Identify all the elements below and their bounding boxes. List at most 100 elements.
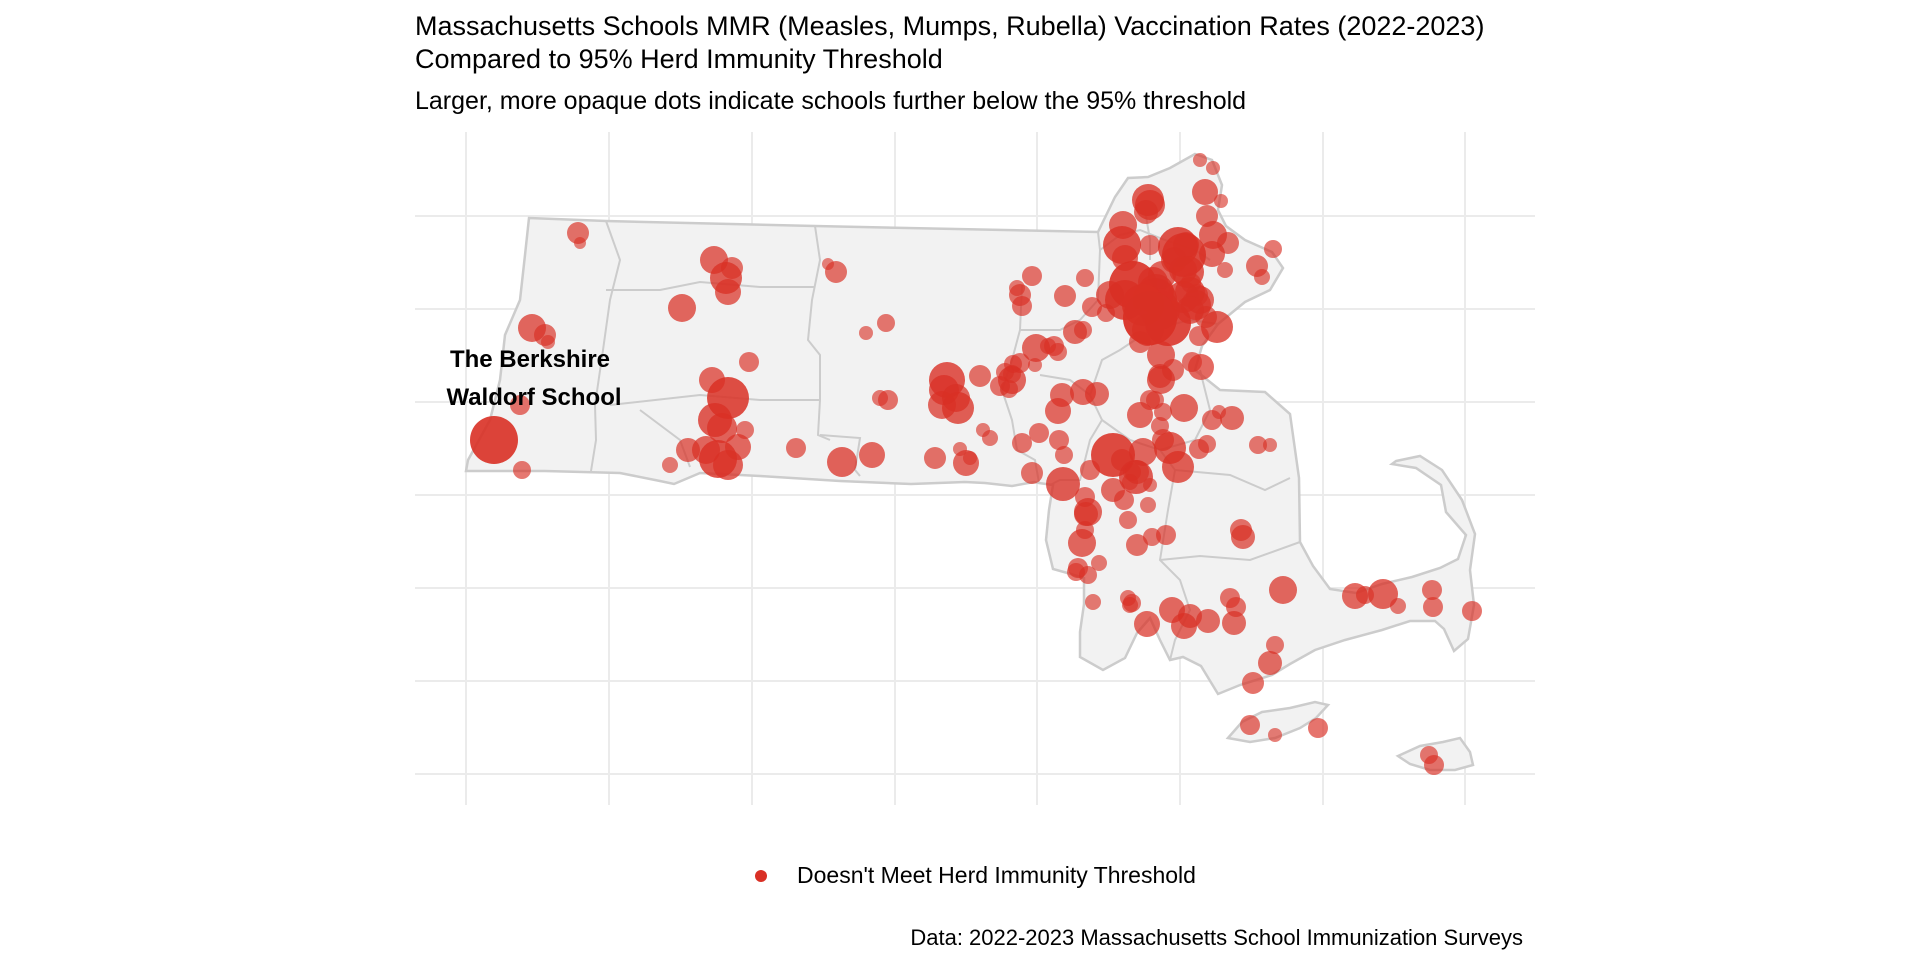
school-point	[1012, 296, 1032, 316]
school-point	[1009, 280, 1025, 296]
school-point	[877, 314, 895, 332]
school-point	[1249, 436, 1267, 454]
school-point	[1214, 194, 1228, 208]
school-point	[1140, 497, 1156, 513]
school-point	[963, 451, 977, 465]
school-point	[1264, 240, 1282, 258]
school-point	[1070, 379, 1096, 405]
school-point	[541, 335, 555, 349]
school-point	[786, 438, 806, 458]
school-point	[1217, 232, 1239, 254]
school-point	[1122, 597, 1138, 613]
school-point	[736, 421, 754, 439]
school-point	[1074, 502, 1098, 526]
school-point	[725, 434, 751, 460]
school-point	[1127, 402, 1153, 428]
caption: Data: 2022-2023 Massachusetts School Imm…	[910, 925, 1523, 950]
school-point	[1152, 429, 1174, 451]
school-point	[1029, 423, 1049, 443]
school-point	[1126, 534, 1148, 556]
school-point	[1000, 380, 1018, 398]
school-point	[1046, 467, 1080, 501]
school-point	[1012, 433, 1032, 453]
school-points	[470, 153, 1482, 775]
school-point	[1119, 511, 1137, 529]
school-point	[942, 392, 974, 424]
school-point	[1220, 406, 1244, 430]
school-point	[513, 461, 531, 479]
school-point	[1222, 611, 1246, 635]
school-point	[1147, 341, 1175, 369]
school-point	[1266, 636, 1284, 654]
school-point	[1178, 604, 1202, 628]
highlight-label-line-2: Waldorf School	[446, 384, 621, 411]
school-point	[825, 261, 847, 283]
school-point	[1424, 755, 1444, 775]
school-point	[1162, 451, 1194, 483]
legend-key-dot	[755, 869, 767, 882]
school-point	[1082, 297, 1102, 317]
school-point	[470, 416, 518, 464]
school-point	[1003, 365, 1021, 383]
school-point	[1188, 354, 1214, 380]
school-point	[859, 326, 873, 340]
school-point	[1129, 438, 1157, 466]
school-point	[1147, 366, 1175, 394]
school-point	[1258, 651, 1282, 675]
school-point	[1068, 558, 1088, 578]
school-point	[1022, 266, 1042, 286]
school-point	[1055, 446, 1073, 464]
school-point	[662, 457, 678, 473]
school-point	[1193, 153, 1207, 167]
school-point	[878, 390, 898, 410]
school-point	[969, 365, 991, 387]
school-point	[1254, 269, 1270, 285]
school-point	[827, 447, 857, 477]
school-point	[1114, 490, 1134, 510]
school-point	[1021, 462, 1043, 484]
school-point	[924, 447, 946, 469]
school-point	[1231, 525, 1255, 549]
school-point	[1206, 161, 1220, 175]
highlight-label-line-1: The Berkshire	[450, 346, 610, 373]
school-point	[1154, 403, 1172, 421]
school-point	[739, 352, 759, 372]
legend-label: Doesn't Meet Herd Immunity Threshold	[797, 862, 1196, 888]
school-point	[1423, 597, 1443, 617]
school-point	[1076, 521, 1094, 539]
title-line-2: Compared to 95% Herd Immunity Threshold	[415, 44, 943, 74]
school-point	[1189, 326, 1209, 346]
school-point	[510, 395, 530, 415]
school-point	[1143, 478, 1157, 492]
school-point	[1134, 611, 1160, 637]
school-point	[1143, 528, 1161, 546]
school-point	[1134, 200, 1158, 224]
school-point	[1196, 609, 1220, 633]
school-point	[1063, 320, 1087, 344]
school-point	[1156, 525, 1176, 545]
school-point	[1263, 438, 1277, 452]
school-point	[1198, 435, 1216, 453]
school-point	[953, 442, 967, 456]
school-point	[1022, 334, 1050, 362]
school-point	[1242, 672, 1264, 694]
school-point	[1192, 179, 1218, 205]
school-point	[715, 279, 741, 305]
school-point	[1268, 728, 1282, 742]
map-subtitle: Larger, more opaque dots indicate school…	[415, 87, 1247, 115]
legend: Doesn't Meet Herd Immunity Threshold	[755, 862, 1196, 889]
school-point	[1140, 235, 1160, 255]
school-point	[1049, 430, 1069, 450]
school-point	[1170, 394, 1198, 422]
school-point	[1122, 474, 1138, 490]
title-line-1: Massachusetts Schools MMR (Measles, Mump…	[415, 11, 1485, 41]
school-point	[1176, 296, 1204, 324]
school-point	[707, 413, 737, 443]
school-point	[574, 237, 586, 249]
school-point	[859, 442, 885, 468]
school-point	[1269, 576, 1297, 604]
school-point	[1308, 718, 1328, 738]
school-point	[1080, 460, 1100, 480]
